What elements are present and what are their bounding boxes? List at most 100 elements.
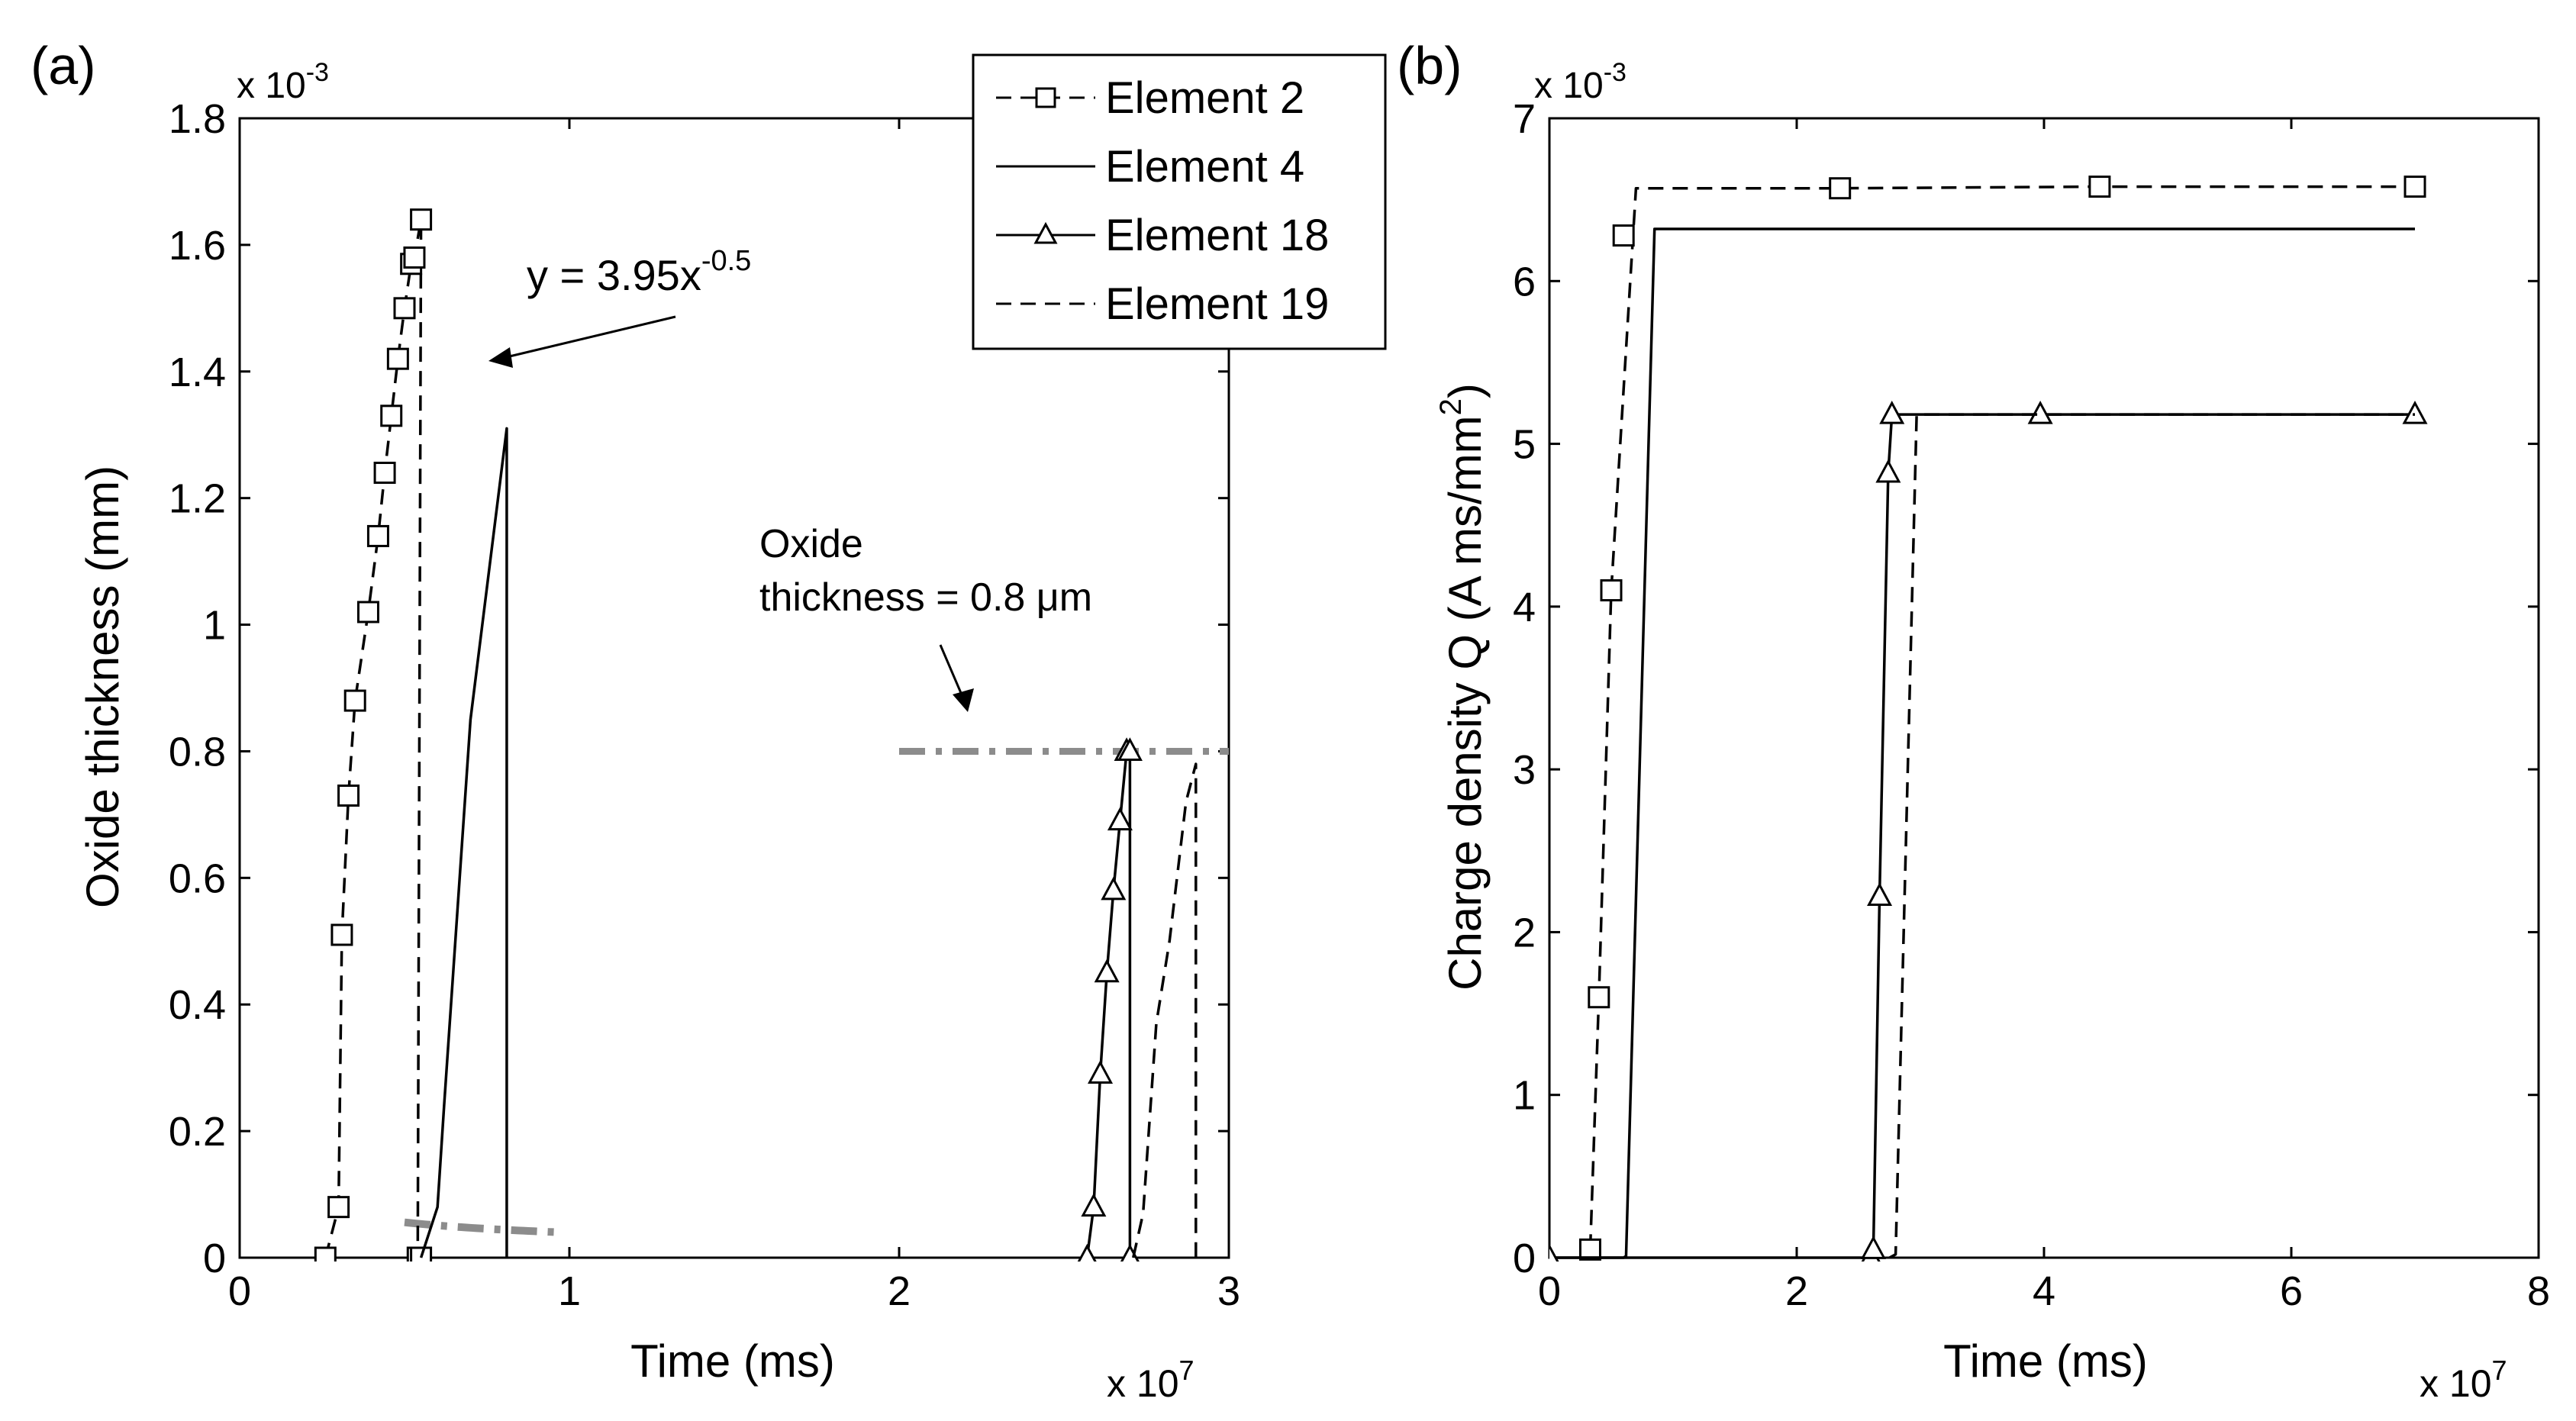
series-line-element-2 xyxy=(1588,185,2415,1250)
y-multiplier-exp: -3 xyxy=(1604,58,1627,87)
marker-triangle-element-18 xyxy=(1867,882,1893,907)
y-tick-label: 1 xyxy=(1513,1073,1536,1119)
series-line-element-19 xyxy=(1888,413,2415,1259)
legend-entry-element-18: Element 18 xyxy=(996,211,1329,260)
oxide-annotation-line2: thickness = 0.8 μm xyxy=(759,575,1092,620)
marker-triangle-element-18 xyxy=(1094,959,1120,983)
marker-square-element-2 xyxy=(1612,224,1635,247)
series-line-element-4 xyxy=(1549,227,2415,1259)
marker-triangle-element-18 xyxy=(1860,1236,1886,1259)
y-tick-label: 2 xyxy=(1513,910,1536,955)
y-tick-label: 1.8 xyxy=(169,96,226,142)
y-axis-label-sup: 2 xyxy=(1434,398,1468,415)
marker-square-element-2 xyxy=(1600,579,1623,602)
y-tick-label: 0.4 xyxy=(169,982,226,1028)
panel-label: (a) xyxy=(31,36,96,95)
marker-triangle-element-18 xyxy=(2402,401,2428,424)
axis-ticks: 0 2 4 6 8 0 1 2 3 4 5 6 7 xyxy=(1513,96,2550,1314)
y-axis-label: Oxide thickness (mm) xyxy=(77,466,128,908)
legend-label-element-2: Element 2 xyxy=(1105,73,1304,123)
legend-label-element-18: Element 18 xyxy=(1105,211,1329,260)
x-multiplier-exp: 7 xyxy=(2492,1355,2507,1386)
marker-square-element-2 xyxy=(314,1246,337,1262)
marker-square-element-2 xyxy=(1829,177,1852,200)
marker-triangle-element-18 xyxy=(1077,1243,1097,1262)
marker-square-element-2 xyxy=(330,923,353,946)
marker-square-element-2 xyxy=(366,524,389,547)
y-multiplier: x 10-3 xyxy=(237,58,329,106)
legend: Element 2 Element 4 Element 18 Element 1… xyxy=(972,53,1387,350)
marker-square-element-2 xyxy=(343,689,366,712)
marker-triangle-element-18 xyxy=(1879,401,1905,424)
plot-area-frame xyxy=(1548,117,2540,1259)
fit-arrow-line xyxy=(499,315,676,360)
fit-arrow-head xyxy=(488,347,513,368)
axis-ticks: 0 1 2 3 0 0.2 0.4 0.6 0.8 1 1.2 1.4 1.6 1.8 xyxy=(169,96,1240,1314)
panel-b-chart: 0 2 4 6 8 0 1 2 3 4 5 6 7 (b) x 10-3 x 107 Time (ms)… xyxy=(1397,36,2550,1405)
y-tick-label: 1.2 xyxy=(169,476,226,522)
y-tick-label: 1 xyxy=(203,603,226,649)
marker-square-element-2 xyxy=(386,347,409,370)
x-tick-label: 3 xyxy=(1217,1268,1240,1314)
fit-equation-label: y = 3.95x-0.5 xyxy=(527,245,751,299)
marker-square-element-2 xyxy=(403,246,426,269)
x-tick-label: 4 xyxy=(2033,1268,2055,1314)
legend-marker-triangle xyxy=(1033,221,1058,244)
series-line-element-18 xyxy=(1549,413,2415,1259)
x-multiplier-exp: 7 xyxy=(1179,1355,1195,1386)
oxide-arrow-head xyxy=(953,688,974,712)
marker-triangle-element-18 xyxy=(1088,1060,1114,1084)
legend-entry-element-19: Element 19 xyxy=(996,279,1329,329)
x-tick-label: 2 xyxy=(888,1268,911,1314)
oxide-annotation-line1: Oxide xyxy=(759,522,863,566)
marker-square-element-2 xyxy=(337,785,360,807)
series-line-element-2 xyxy=(324,218,423,1259)
marker-triangle-element-18 xyxy=(1120,1243,1140,1262)
legend-label-element-4: Element 4 xyxy=(1105,142,1304,192)
y-tick-label: 0 xyxy=(203,1236,226,1281)
legend-marker-square xyxy=(1035,87,1056,108)
y-axis-label: Charge density Q (A ms/mm2) xyxy=(1434,383,1491,991)
y-tick-label: 6 xyxy=(1513,259,1536,304)
x-tick-label: 1 xyxy=(558,1268,581,1314)
series-line-element-4 xyxy=(419,427,508,1258)
legend-label-element-19: Element 19 xyxy=(1105,279,1329,329)
y-tick-label: 1.6 xyxy=(169,223,226,269)
marker-square-element-2 xyxy=(2404,176,2426,198)
x-tick-label: 6 xyxy=(2280,1268,2303,1314)
x-axis-label: Time (ms) xyxy=(1943,1336,2148,1387)
y-tick-label: 0.6 xyxy=(169,856,226,901)
x-axis-label: Time (ms) xyxy=(630,1336,835,1387)
marker-square-element-2 xyxy=(393,297,416,320)
fit-equation-exp: -0.5 xyxy=(701,245,751,277)
y-tick-label: 1.4 xyxy=(169,350,226,395)
y-tick-label: 3 xyxy=(1513,747,1536,793)
marker-triangle-element-18 xyxy=(1549,1243,1559,1262)
marker-square-element-2 xyxy=(380,404,403,427)
marker-square-element-2 xyxy=(1588,986,1610,1009)
x-tick-label: 2 xyxy=(1785,1268,1808,1314)
y-tick-label: 7 xyxy=(1513,96,1536,142)
marker-square-element-2 xyxy=(1578,1238,1601,1261)
marker-square-element-2 xyxy=(356,601,379,624)
plot-area-frame xyxy=(238,117,1230,1259)
legend-entry-element-2: Element 2 xyxy=(996,73,1304,123)
marker-square-element-2 xyxy=(373,461,396,484)
y-multiplier-exp: -3 xyxy=(306,58,329,87)
fit-curve-line xyxy=(404,1218,560,1236)
marker-triangle-element-18 xyxy=(1101,876,1127,901)
panel-a-chart: 0 1 2 3 0 0.2 0.4 0.6 0.8 1 1.2 1.4 1.6 1.8 (a) x 10-… xyxy=(31,36,1387,1405)
legend-entry-element-4: Element 4 xyxy=(996,142,1304,192)
marker-triangle-element-18 xyxy=(1875,459,1901,483)
y-tick-label: 0.8 xyxy=(169,729,226,775)
x-multiplier: x 107 xyxy=(1107,1355,1195,1405)
y-tick-label: 4 xyxy=(1513,585,1536,630)
data-series xyxy=(1549,176,2428,1262)
oxide-arrow-line xyxy=(939,644,965,699)
y-tick-label: 0.2 xyxy=(169,1109,226,1155)
data-series xyxy=(314,208,1198,1262)
marker-triangle-element-18 xyxy=(1107,807,1133,831)
marker-triangle-element-18 xyxy=(1117,737,1143,761)
marker-square-element-2 xyxy=(2088,176,2111,198)
